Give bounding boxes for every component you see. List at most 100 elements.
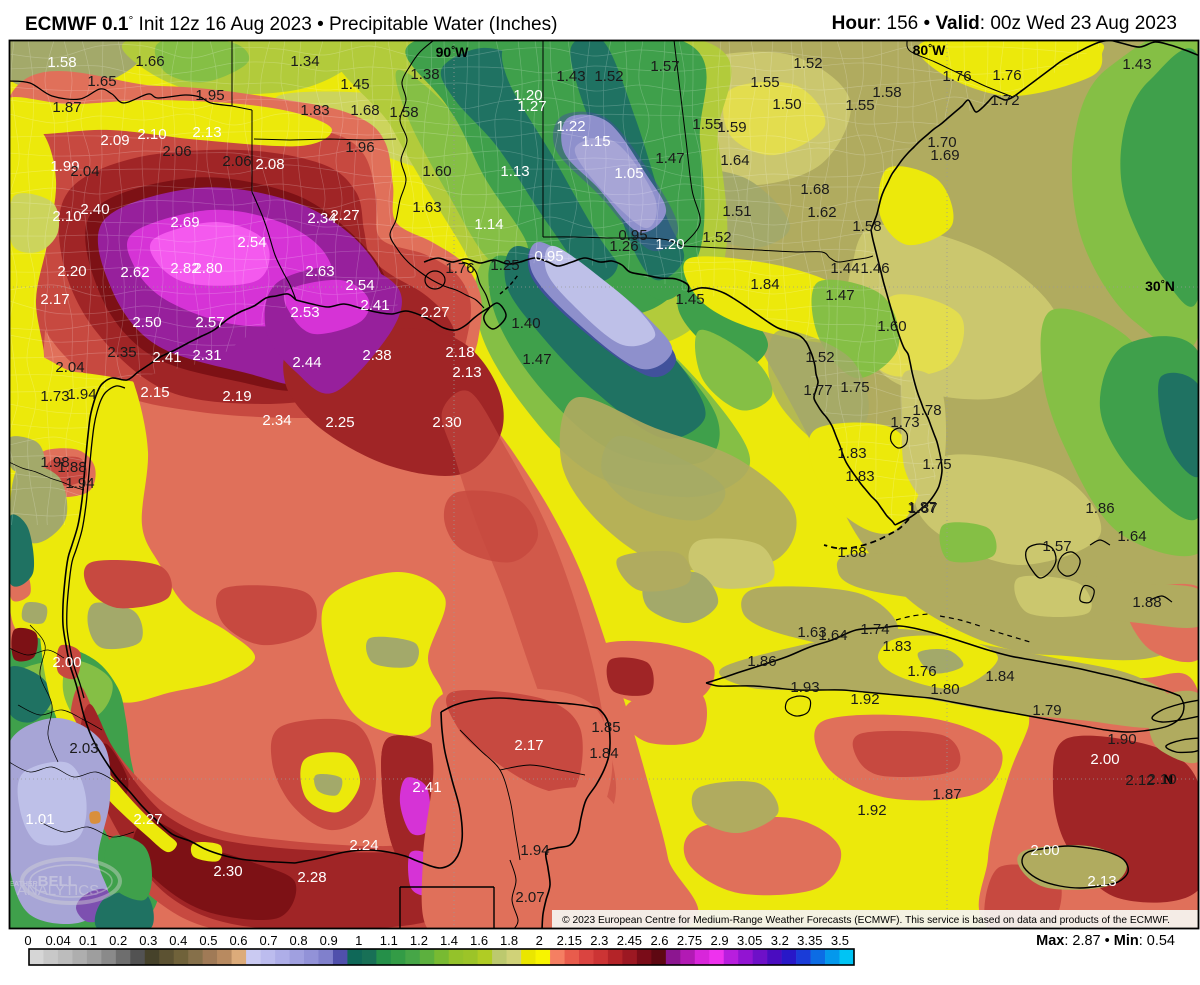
svg-text:0.6: 0.6 bbox=[229, 933, 247, 948]
svg-text:1.64: 1.64 bbox=[720, 152, 749, 169]
svg-text:1.87: 1.87 bbox=[907, 499, 936, 516]
svg-text:0.5: 0.5 bbox=[199, 933, 217, 948]
svg-text:1.94: 1.94 bbox=[67, 386, 96, 403]
svg-text:2.9: 2.9 bbox=[711, 933, 729, 948]
svg-text:1.74: 1.74 bbox=[860, 621, 889, 638]
svg-text:1.47: 1.47 bbox=[825, 287, 854, 304]
svg-text:2.80: 2.80 bbox=[193, 260, 222, 277]
svg-text:1.93: 1.93 bbox=[790, 679, 819, 696]
svg-text:0.1: 0.1 bbox=[79, 933, 97, 948]
svg-text:1.51: 1.51 bbox=[722, 203, 751, 220]
svg-text:2.41: 2.41 bbox=[412, 779, 441, 796]
svg-text:2.25: 2.25 bbox=[325, 414, 354, 431]
svg-text:2.45: 2.45 bbox=[617, 933, 642, 948]
svg-text:1.90: 1.90 bbox=[1107, 731, 1136, 748]
svg-text:2.00: 2.00 bbox=[52, 654, 81, 671]
svg-text:3.2: 3.2 bbox=[771, 933, 789, 948]
svg-text:1.22: 1.22 bbox=[556, 118, 585, 135]
svg-text:ANALYTICS: ANALYTICS bbox=[17, 882, 99, 899]
svg-text:2.31: 2.31 bbox=[192, 347, 221, 364]
svg-text:1.52: 1.52 bbox=[805, 349, 834, 366]
svg-text:1.75: 1.75 bbox=[922, 456, 951, 473]
svg-text:2.30: 2.30 bbox=[213, 863, 242, 880]
svg-text:2.30: 2.30 bbox=[432, 414, 461, 431]
svg-text:1.76: 1.76 bbox=[942, 68, 971, 85]
svg-text:1.46: 1.46 bbox=[860, 260, 889, 277]
svg-text:1.76: 1.76 bbox=[992, 67, 1021, 84]
svg-text:2.04: 2.04 bbox=[55, 359, 84, 376]
svg-text:1.2: 1.2 bbox=[410, 933, 428, 948]
svg-text:2.54: 2.54 bbox=[237, 234, 266, 251]
svg-text:1.68: 1.68 bbox=[837, 544, 866, 561]
svg-text:1.58: 1.58 bbox=[872, 84, 901, 101]
svg-text:2.35: 2.35 bbox=[107, 344, 136, 361]
svg-text:1.1: 1.1 bbox=[380, 933, 398, 948]
svg-text:2.12: 2.12 bbox=[1125, 772, 1154, 789]
svg-text:1.88: 1.88 bbox=[1132, 594, 1161, 611]
svg-text:2.13: 2.13 bbox=[192, 124, 221, 141]
svg-text:1.94: 1.94 bbox=[520, 842, 549, 859]
svg-text:1.73: 1.73 bbox=[890, 414, 919, 431]
svg-text:2.24: 2.24 bbox=[349, 837, 378, 854]
svg-text:1.63: 1.63 bbox=[412, 199, 441, 216]
svg-text:1.43: 1.43 bbox=[1122, 56, 1151, 73]
svg-text:2.06: 2.06 bbox=[222, 153, 251, 170]
svg-text:1.87: 1.87 bbox=[908, 500, 937, 517]
svg-text:2.63: 2.63 bbox=[305, 263, 334, 280]
svg-text:1.96: 1.96 bbox=[345, 139, 374, 156]
svg-text:3.05: 3.05 bbox=[737, 933, 762, 948]
svg-text:1.8: 1.8 bbox=[500, 933, 518, 948]
svg-text:1.58: 1.58 bbox=[852, 218, 881, 235]
svg-text:1.58: 1.58 bbox=[47, 54, 76, 71]
svg-text:1.52: 1.52 bbox=[793, 55, 822, 72]
svg-text:1.70: 1.70 bbox=[927, 134, 956, 151]
svg-text:2.34: 2.34 bbox=[307, 210, 336, 227]
svg-text:1.66: 1.66 bbox=[135, 53, 164, 70]
svg-text:2.69: 2.69 bbox=[170, 214, 199, 231]
svg-text:1.55: 1.55 bbox=[692, 116, 721, 133]
svg-text:1.83: 1.83 bbox=[300, 102, 329, 119]
svg-text:2.13: 2.13 bbox=[1087, 873, 1116, 890]
svg-text:2.17: 2.17 bbox=[40, 291, 69, 308]
svg-text:1.62: 1.62 bbox=[807, 204, 836, 221]
svg-text:2.27: 2.27 bbox=[330, 207, 359, 224]
svg-text:1.84: 1.84 bbox=[589, 745, 618, 762]
svg-text:2.53: 2.53 bbox=[290, 304, 319, 321]
svg-text:1.26: 1.26 bbox=[609, 238, 638, 255]
svg-text:90°W: 90°W bbox=[436, 44, 470, 60]
svg-text:1.52: 1.52 bbox=[702, 229, 731, 246]
svg-text:2.38: 2.38 bbox=[362, 347, 391, 364]
svg-text:2.00: 2.00 bbox=[1030, 842, 1059, 859]
svg-text:1.27: 1.27 bbox=[517, 98, 546, 115]
svg-text:1.64: 1.64 bbox=[1117, 528, 1146, 545]
svg-text:0.95: 0.95 bbox=[618, 227, 647, 244]
svg-text:1.83: 1.83 bbox=[837, 445, 866, 462]
svg-text:1.63: 1.63 bbox=[797, 624, 826, 641]
svg-text:1.34: 1.34 bbox=[290, 53, 319, 70]
svg-text:© 2023 European Centre for Med: © 2023 European Centre for Medium-Range … bbox=[562, 915, 1170, 926]
svg-text:1.25: 1.25 bbox=[490, 257, 519, 274]
svg-text:30°N: 30°N bbox=[1145, 278, 1175, 294]
svg-text:2.41: 2.41 bbox=[360, 297, 389, 314]
svg-text:0.95: 0.95 bbox=[534, 248, 563, 265]
svg-text:1.83: 1.83 bbox=[882, 638, 911, 655]
svg-text:2.00: 2.00 bbox=[1090, 751, 1119, 768]
svg-text:1.84: 1.84 bbox=[985, 668, 1014, 685]
svg-text:80°W: 80°W bbox=[913, 42, 947, 58]
svg-text:1.84: 1.84 bbox=[750, 276, 779, 293]
svg-text:1.45: 1.45 bbox=[340, 76, 369, 93]
svg-text:1.94: 1.94 bbox=[65, 475, 94, 492]
svg-text:2.82: 2.82 bbox=[170, 260, 199, 277]
svg-text:3.35: 3.35 bbox=[797, 933, 822, 948]
svg-text:1.95: 1.95 bbox=[195, 87, 224, 104]
svg-text:0.3: 0.3 bbox=[139, 933, 157, 948]
svg-text:1.72: 1.72 bbox=[990, 92, 1019, 109]
svg-text:0.8: 0.8 bbox=[290, 933, 308, 948]
svg-text:0.9: 0.9 bbox=[320, 933, 338, 948]
svg-text:1.75: 1.75 bbox=[840, 379, 869, 396]
svg-text:1.45: 1.45 bbox=[675, 291, 704, 308]
svg-text:2.04: 2.04 bbox=[70, 163, 99, 180]
svg-text:2.27: 2.27 bbox=[420, 304, 449, 321]
svg-text:1.98: 1.98 bbox=[40, 454, 69, 471]
svg-text:1.87: 1.87 bbox=[932, 786, 961, 803]
